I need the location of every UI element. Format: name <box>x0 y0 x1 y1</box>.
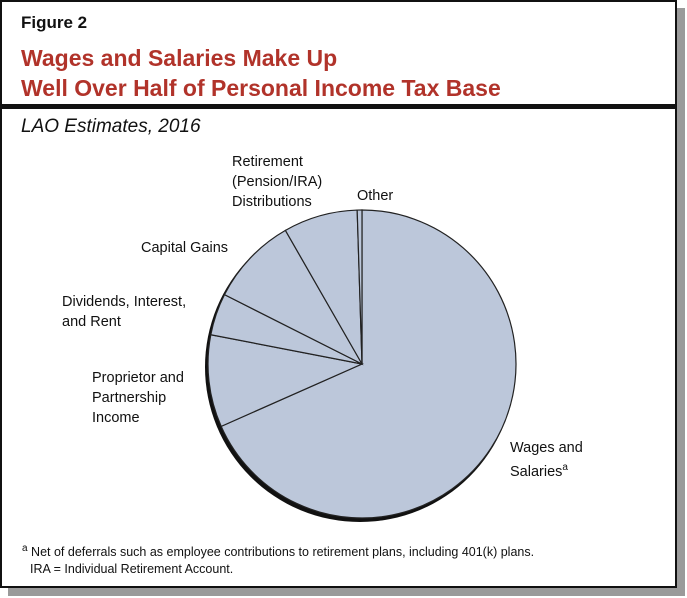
pie-slice-proprietor-and-partnership-income <box>207 334 364 428</box>
header-divider <box>0 104 677 109</box>
label-line: Salaries <box>510 463 563 480</box>
title-line-2: Well Over Half of Personal Income Tax Ba… <box>21 75 501 101</box>
label-line: Income <box>92 410 140 426</box>
label-line: Dividends, Interest, <box>62 294 187 310</box>
chart-title: Wages and Salaries Make Up Well Over Hal… <box>21 43 501 103</box>
label-line: and Rent <box>62 314 121 330</box>
footnote-marker: a <box>562 462 568 473</box>
footnote-line-1: Net of deferrals such as employee contri… <box>31 545 535 560</box>
figure-label: Figure 2 <box>21 13 88 32</box>
label-line: Wages and <box>510 440 583 456</box>
label-proprietor: Proprietor and Partnership Income <box>92 368 184 428</box>
label-line: Proprietor and <box>92 370 184 386</box>
pie-slice-capital-gains <box>223 229 364 366</box>
label-wages: Wages and Salariesa <box>510 438 583 482</box>
label-line: Distributions <box>232 194 312 210</box>
label-capital-gains: Capital Gains <box>141 240 229 256</box>
label-dividends: Dividends, Interest, and Rent <box>62 292 186 332</box>
footnote-line-2: IRA = Individual Retirement Account. <box>30 562 234 577</box>
label-line: Retirement <box>232 154 303 170</box>
label-line: Partnership <box>92 390 167 406</box>
label-retirement: Retirement (Pension/IRA) Distributions <box>232 152 322 212</box>
chart-subtitle: LAO Estimates, 2016 <box>21 116 201 137</box>
title-line-1: Wages and Salaries Make Up <box>21 45 338 71</box>
pie-slice-wages-and-salaries <box>220 209 517 519</box>
label-line: (Pension/IRA) <box>232 174 323 190</box>
footnote: a Net of deferrals such as employee cont… <box>22 540 534 578</box>
pie-slice-other <box>356 209 363 365</box>
footnote-marker: a <box>22 543 28 554</box>
label-other: Other <box>357 188 394 204</box>
